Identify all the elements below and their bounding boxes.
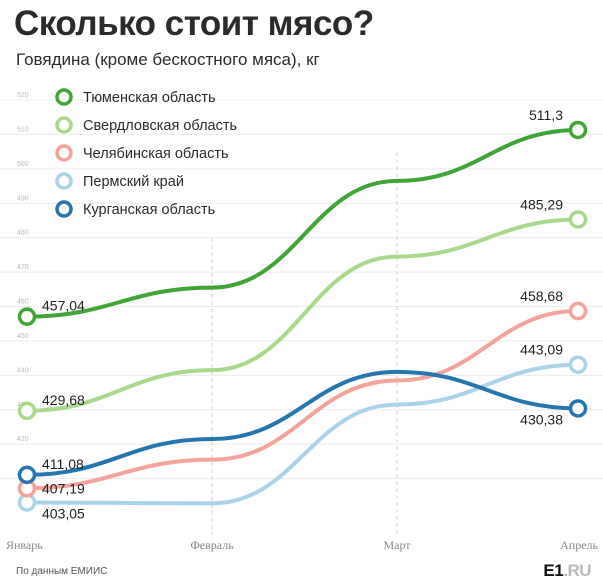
data-point xyxy=(568,210,588,229)
legend-marker xyxy=(55,88,73,106)
series-line xyxy=(25,369,580,477)
data-label: 458,68 xyxy=(520,288,563,304)
chart-title: Сколько стоит мясо? xyxy=(14,4,374,43)
data-label: 511,3 xyxy=(529,107,563,123)
logo-main: E1 xyxy=(543,561,564,580)
data-point xyxy=(568,355,588,374)
y-tick-label: 490 xyxy=(17,195,29,202)
data-label: 443,09 xyxy=(520,342,563,358)
data-point xyxy=(17,307,37,326)
legend-label: Свердловская область xyxy=(83,118,237,134)
logo-suffix: .RU xyxy=(563,561,591,580)
x-tick-label: Март xyxy=(383,538,411,552)
x-tick-label: Апрель xyxy=(560,538,598,552)
y-tick-label: 520 xyxy=(17,92,29,99)
legend-marker xyxy=(55,144,73,162)
series-line xyxy=(25,217,580,413)
data-label: 429,68 xyxy=(42,392,85,408)
series-line xyxy=(25,362,580,506)
y-tick-label: 500 xyxy=(17,161,29,168)
y-tick-label: 470 xyxy=(17,264,29,271)
legend-label: Курганская область xyxy=(83,202,215,218)
data-point xyxy=(568,120,588,140)
series-line xyxy=(25,127,580,319)
legend-marker xyxy=(55,116,73,134)
x-tick-label: Январь xyxy=(6,538,43,552)
legend-marker xyxy=(55,200,73,218)
data-point xyxy=(568,301,588,321)
data-label: 457,04 xyxy=(42,298,85,314)
source-note: По данным ЕМИИС xyxy=(16,566,108,577)
x-tick-label: Февраль xyxy=(190,538,234,552)
data-point xyxy=(568,399,588,418)
legend-marker xyxy=(55,172,73,190)
data-label: 430,38 xyxy=(520,411,563,427)
data-point xyxy=(17,401,37,421)
data-label: 411,08 xyxy=(42,456,84,472)
data-label: 485,29 xyxy=(520,196,563,212)
y-tick-label: 440 xyxy=(17,367,29,374)
legend-label: Тюменская область xyxy=(83,90,216,106)
legend-label: Челябинская область xyxy=(83,146,229,162)
e1-logo: E1.RU xyxy=(543,561,591,581)
data-label: 407,19 xyxy=(42,480,85,496)
series-line xyxy=(25,309,580,491)
y-tick-label: 510 xyxy=(17,126,29,133)
y-tick-label: 420 xyxy=(17,436,29,443)
data-point xyxy=(17,465,37,485)
y-tick-label: 460 xyxy=(17,299,29,306)
legend-label: Пермский край xyxy=(83,174,184,190)
y-tick-label: 480 xyxy=(17,230,29,237)
data-label: 403,05 xyxy=(42,506,85,522)
chart-subtitle: Говядина (кроме бескостного мяса), кг xyxy=(16,50,320,69)
y-tick-label: 450 xyxy=(17,333,29,340)
